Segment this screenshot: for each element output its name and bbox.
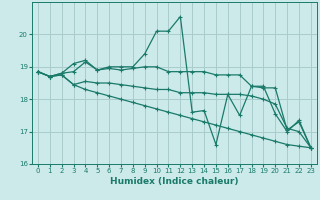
X-axis label: Humidex (Indice chaleur): Humidex (Indice chaleur) xyxy=(110,177,239,186)
